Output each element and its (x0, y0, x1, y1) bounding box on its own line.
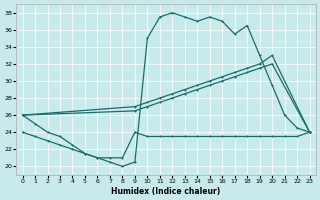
X-axis label: Humidex (Indice chaleur): Humidex (Indice chaleur) (111, 187, 221, 196)
